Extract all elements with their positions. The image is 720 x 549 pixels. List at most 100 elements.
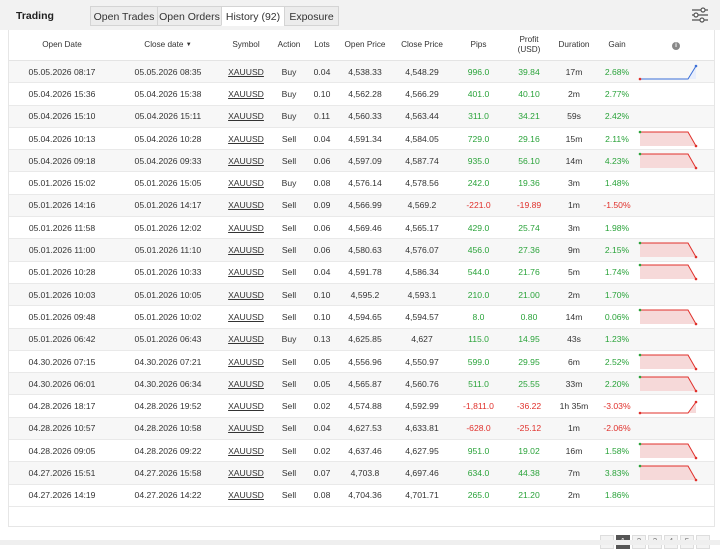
table-row[interactable]: 05.04.2026 09:18 05.04.2026 09:33 XAUUSD Se… (9, 149, 714, 173)
col-open-price[interactable]: Open Price (337, 30, 393, 61)
table-row[interactable]: 04.30.2026 07:15 04.30.2026 07:21 XAUUSD Se… (9, 350, 714, 374)
col-open-date[interactable]: Open Date (9, 30, 115, 61)
symbol-link[interactable]: XAUUSD (228, 467, 264, 478)
cell-symbol[interactable]: XAUUSD (221, 149, 271, 173)
cell-symbol[interactable]: XAUUSD (221, 350, 271, 374)
cell-close-price: 4,550.97 (393, 350, 451, 374)
symbol-link[interactable]: XAUUSD (228, 401, 264, 412)
col-info[interactable]: i (638, 30, 714, 61)
cell-symbol[interactable]: XAUUSD (221, 194, 271, 218)
cell-symbol[interactable]: XAUUSD (221, 171, 271, 195)
sparkline-end-dot (694, 144, 698, 147)
table-row[interactable]: 05.05.2026 08:17 05.05.2026 08:35 XAUUSD Bu… (9, 60, 714, 84)
symbol-link[interactable]: XAUUSD (228, 111, 264, 122)
symbol-link[interactable]: XAUUSD (228, 378, 264, 389)
symbol-link[interactable]: XAUUSD (228, 311, 264, 322)
cell-profit: -25.12 (506, 417, 552, 441)
col-close-date[interactable]: Close date ▼ (115, 30, 221, 61)
sparkline-end-dot (694, 278, 698, 281)
cell-symbol[interactable]: XAUUSD (221, 216, 271, 240)
table-row[interactable]: 05.01.2026 10:28 05.01.2026 10:33 XAUUSD Se… (9, 261, 714, 284)
cell-symbol[interactable]: XAUUSD (221, 372, 271, 396)
col-lots[interactable]: Lots (307, 30, 337, 61)
table-row[interactable]: 04.27.2026 14:19 04.27.2026 14:22 XAUUSD Se… (9, 484, 714, 507)
col-pips[interactable]: Pips (451, 30, 506, 61)
col-gain[interactable]: Gain (596, 30, 638, 61)
col-close-price[interactable]: Close Price (393, 30, 451, 61)
symbol-link[interactable]: XAUUSD (228, 178, 264, 189)
cell-open-price: 4,562.28 (337, 82, 393, 106)
tab-open-orders[interactable]: Open Orders (157, 6, 222, 26)
table-row[interactable]: 05.04.2026 10:13 05.04.2026 10:28 XAUUSD Se… (9, 127, 714, 151)
table-row[interactable]: 05.01.2026 10:03 05.01.2026 10:05 XAUUSD Se… (9, 283, 714, 307)
symbol-link[interactable]: XAUUSD (228, 445, 264, 456)
cell-open-date: 05.01.2026 10:28 (9, 261, 115, 284)
table-row[interactable]: 05.01.2026 11:58 05.01.2026 12:02 XAUUSD Se… (9, 216, 714, 240)
symbol-link[interactable]: XAUUSD (228, 423, 264, 434)
table-row[interactable]: 04.28.2026 09:05 04.28.2026 09:22 XAUUSD Se… (9, 439, 714, 463)
table-row[interactable]: 05.04.2026 15:10 05.04.2026 15:11 XAUUSD Bu… (9, 105, 714, 128)
cell-symbol[interactable]: XAUUSD (221, 60, 271, 84)
table-row[interactable]: 05.01.2026 06:42 05.01.2026 06:43 XAUUSD Bu… (9, 328, 714, 351)
symbol-link[interactable]: XAUUSD (228, 490, 264, 501)
cell-symbol[interactable]: XAUUSD (221, 127, 271, 151)
symbol-link[interactable]: XAUUSD (228, 267, 264, 278)
symbol-link[interactable]: XAUUSD (228, 245, 264, 256)
symbol-link[interactable]: XAUUSD (228, 200, 264, 211)
table-row[interactable]: 04.30.2026 06:01 04.30.2026 06:34 XAUUSD Se… (9, 372, 714, 396)
col-action[interactable]: Action (271, 30, 307, 61)
symbol-link[interactable]: XAUUSD (228, 222, 264, 233)
table-row[interactable]: 05.01.2026 15:02 05.01.2026 15:05 XAUUSD Bu… (9, 171, 714, 195)
sliders-icon[interactable] (690, 7, 710, 23)
info-icon[interactable]: i (672, 42, 680, 50)
sparkline-line (640, 443, 697, 458)
symbol-link[interactable]: XAUUSD (228, 289, 264, 300)
tab-history[interactable]: History (92) (221, 6, 285, 26)
table-row[interactable]: 04.27.2026 15:51 04.27.2026 15:58 XAUUSD Se… (9, 461, 714, 485)
cell-symbol[interactable]: XAUUSD (221, 305, 271, 329)
cell-gain: 1.74% (596, 261, 638, 284)
symbol-link[interactable]: XAUUSD (228, 155, 264, 166)
table-row[interactable]: 04.28.2026 10:57 04.28.2026 10:58 XAUUSD Se… (9, 417, 714, 441)
cell-profit: 29.16 (506, 127, 552, 151)
sparkline-area (640, 131, 696, 146)
cell-profit: 34.21 (506, 105, 552, 128)
cell-close-date: 05.04.2026 15:38 (115, 82, 221, 106)
cell-symbol[interactable]: XAUUSD (221, 82, 271, 106)
cell-symbol[interactable]: XAUUSD (221, 484, 271, 507)
cell-profit: 25.74 (506, 216, 552, 240)
table-row[interactable]: 05.04.2026 15:36 05.04.2026 15:38 XAUUSD Bu… (9, 82, 714, 106)
cell-open-date: 05.01.2026 06:42 (9, 328, 115, 351)
symbol-link[interactable]: XAUUSD (228, 66, 264, 77)
cell-pips: 996.0 (451, 60, 506, 84)
tab-open-trades[interactable]: Open Trades (90, 6, 158, 26)
cell-pips: 456.0 (451, 238, 506, 262)
cell-symbol[interactable]: XAUUSD (221, 261, 271, 284)
symbol-link[interactable]: XAUUSD (228, 88, 264, 99)
cell-symbol[interactable]: XAUUSD (221, 417, 271, 441)
col-duration[interactable]: Duration (552, 30, 596, 61)
col-profit[interactable]: Profit (USD) (506, 30, 552, 61)
cell-symbol[interactable]: XAUUSD (221, 394, 271, 418)
col-symbol[interactable]: Symbol (221, 30, 271, 61)
symbol-link[interactable]: XAUUSD (228, 356, 264, 367)
cell-symbol[interactable]: XAUUSD (221, 105, 271, 128)
cell-symbol[interactable]: XAUUSD (221, 461, 271, 485)
sparkline-area (640, 354, 696, 369)
symbol-link[interactable]: XAUUSD (228, 133, 264, 144)
cell-symbol[interactable]: XAUUSD (221, 238, 271, 262)
table-row[interactable]: 04.28.2026 18:17 04.28.2026 19:52 XAUUSD Se… (9, 394, 714, 418)
tab-exposure[interactable]: Exposure (284, 6, 339, 26)
cell-symbol[interactable]: XAUUSD (221, 328, 271, 351)
cell-lots: 0.04 (307, 60, 337, 84)
cell-open-price: 4,637.46 (337, 439, 393, 463)
cell-open-date: 04.27.2026 15:51 (9, 461, 115, 485)
table-row[interactable]: 05.01.2026 11:00 05.01.2026 11:10 XAUUSD Se… (9, 238, 714, 262)
cell-symbol[interactable]: XAUUSD (221, 439, 271, 463)
table-row[interactable]: 05.01.2026 14:16 05.01.2026 14:17 XAUUSD Se… (9, 194, 714, 218)
symbol-link[interactable]: XAUUSD (228, 334, 264, 345)
cell-open-price: 4,703.8 (337, 461, 393, 485)
table-row[interactable]: 05.01.2026 09:48 05.01.2026 10:02 XAUUSD Se… (9, 305, 714, 329)
cell-lots: 0.06 (307, 238, 337, 262)
cell-symbol[interactable]: XAUUSD (221, 283, 271, 307)
